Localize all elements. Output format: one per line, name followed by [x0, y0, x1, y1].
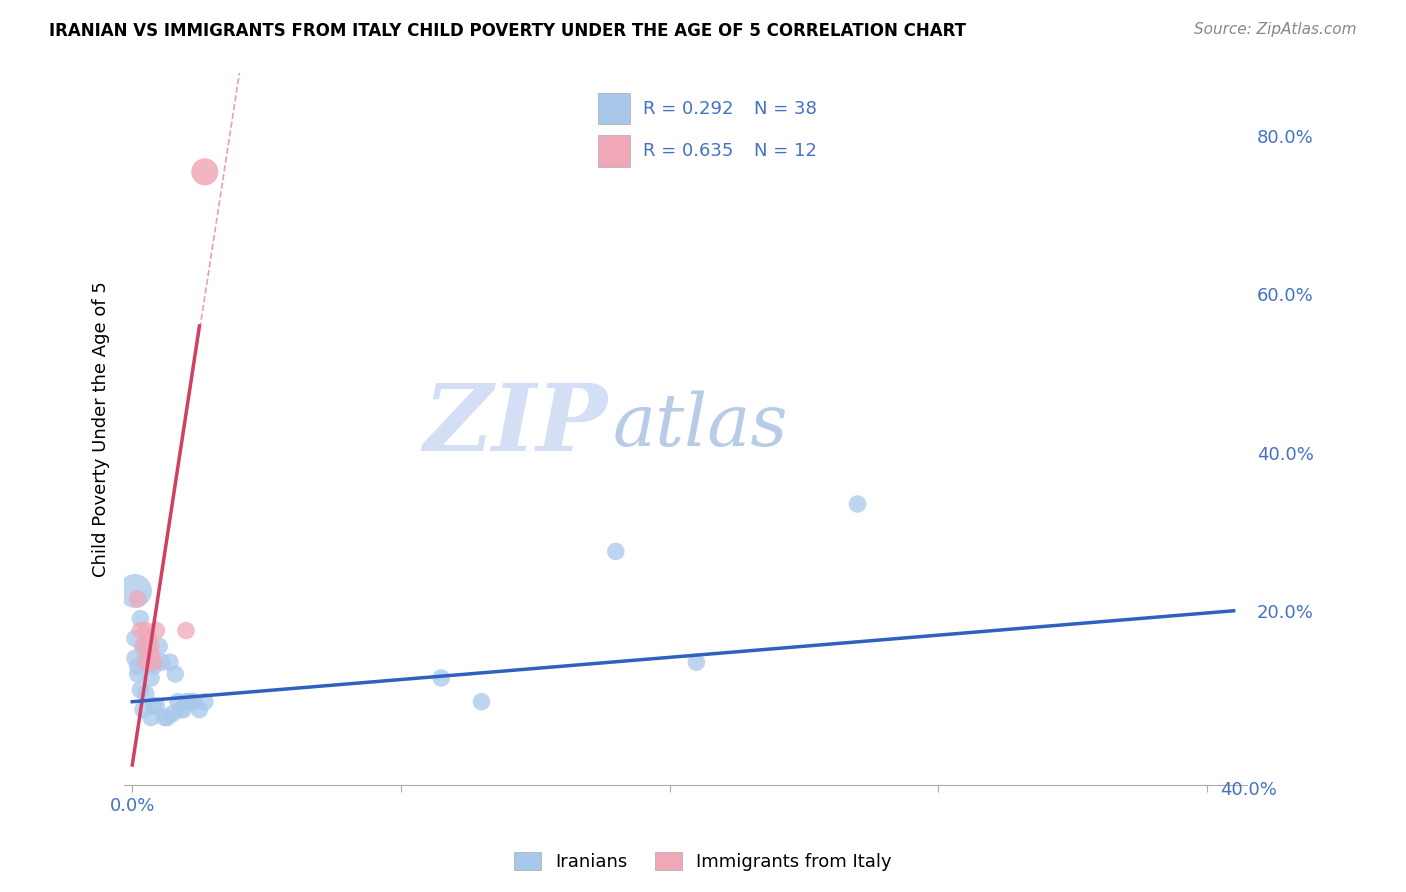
Point: [188, 703, 211, 717]
Point: [470, 695, 492, 709]
Point: [139, 671, 162, 685]
Point: [162, 706, 184, 721]
Point: [142, 655, 165, 669]
Point: [129, 612, 152, 626]
Point: [127, 591, 149, 606]
Point: [138, 643, 160, 657]
Legend: Iranians, Immigrants from Italy: Iranians, Immigrants from Italy: [506, 845, 900, 879]
Point: [127, 667, 149, 681]
Point: [138, 632, 160, 646]
Point: [605, 544, 627, 558]
Point: [174, 624, 197, 638]
Point: [194, 165, 217, 179]
Point: [135, 624, 157, 638]
Point: [139, 647, 162, 661]
Y-axis label: Child Poverty Under the Age of 5: Child Poverty Under the Age of 5: [93, 281, 110, 577]
Point: [129, 682, 152, 697]
Point: [148, 640, 170, 654]
Point: [132, 640, 155, 654]
Point: [142, 698, 165, 713]
Point: [172, 703, 194, 717]
Point: [165, 667, 187, 681]
Point: [124, 632, 146, 646]
Text: Source: ZipAtlas.com: Source: ZipAtlas.com: [1194, 22, 1357, 37]
Point: [169, 703, 191, 717]
Point: [127, 659, 149, 673]
Point: [156, 710, 179, 724]
Point: [159, 655, 181, 669]
Point: [139, 710, 162, 724]
Point: [183, 695, 205, 709]
Text: 40.0%: 40.0%: [1220, 780, 1277, 799]
Point: [139, 640, 162, 654]
Point: [132, 640, 155, 654]
Point: [135, 655, 157, 669]
Point: [124, 651, 146, 665]
Point: [194, 695, 217, 709]
Point: [174, 695, 197, 709]
Text: IRANIAN VS IMMIGRANTS FROM ITALY CHILD POVERTY UNDER THE AGE OF 5 CORRELATION CH: IRANIAN VS IMMIGRANTS FROM ITALY CHILD P…: [49, 22, 966, 40]
Point: [430, 671, 453, 685]
Point: [180, 695, 202, 709]
Point: [145, 698, 167, 713]
Point: [145, 624, 167, 638]
Point: [135, 687, 157, 701]
Point: [132, 703, 155, 717]
Point: [150, 655, 173, 669]
Point: [135, 647, 157, 661]
Text: ZIP: ZIP: [423, 380, 607, 470]
Point: [138, 640, 160, 654]
Point: [129, 624, 152, 638]
Point: [142, 659, 165, 673]
Point: [124, 584, 146, 599]
Point: [167, 695, 190, 709]
Point: [846, 497, 869, 511]
Text: atlas: atlas: [613, 390, 789, 460]
Point: [685, 655, 707, 669]
Point: [153, 710, 176, 724]
